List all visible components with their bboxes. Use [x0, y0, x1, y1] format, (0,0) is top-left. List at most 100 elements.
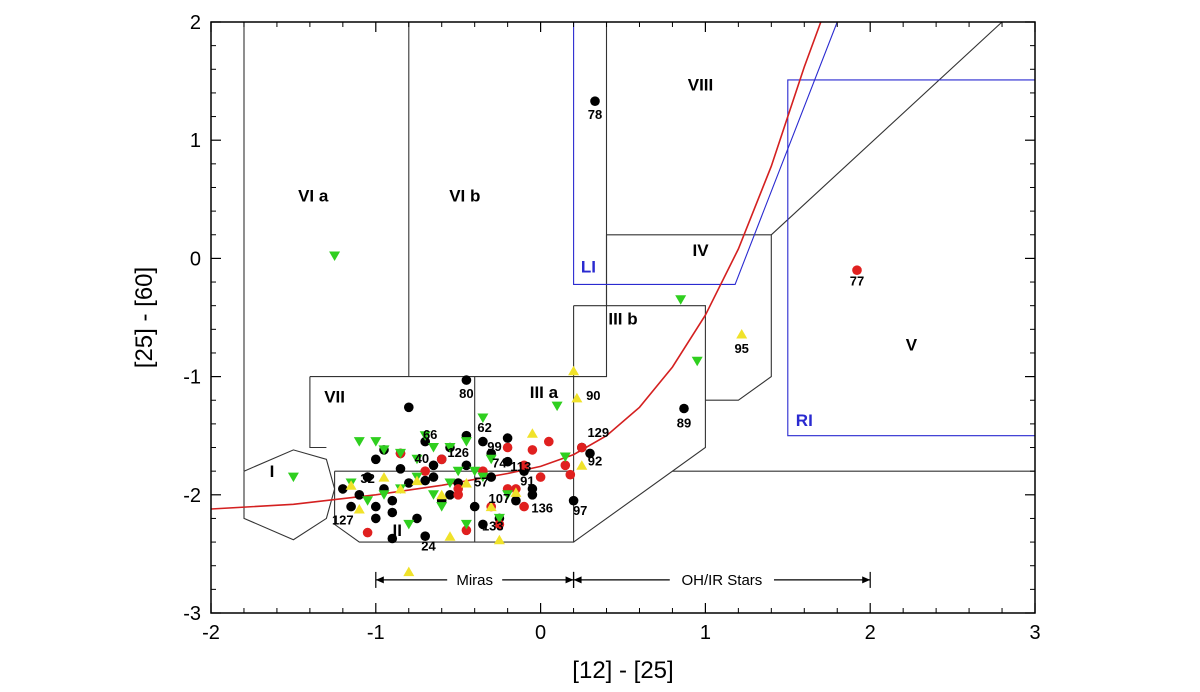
- point-label: 90: [586, 388, 600, 403]
- point-label: 95: [734, 341, 748, 356]
- region-label: III a: [530, 383, 559, 402]
- x-tick-label: -2: [202, 622, 220, 644]
- region-label: II: [392, 521, 401, 540]
- bracket-arrowhead: [375, 576, 384, 584]
- y-tick-label: -1: [183, 367, 201, 389]
- point-label: 74: [492, 456, 507, 471]
- x-tick-label: 2: [865, 622, 876, 644]
- point-label: 80: [459, 386, 473, 401]
- data-point-green: [485, 454, 497, 465]
- point-label: 99: [487, 439, 501, 454]
- bracket-label: Miras: [456, 572, 493, 589]
- data-point-red: [544, 436, 554, 447]
- point-label: 24: [421, 538, 436, 553]
- data-point-green: [444, 443, 456, 453]
- data-point-black: [354, 490, 365, 500]
- data-point-green: [469, 466, 481, 477]
- data-point-yellow: [485, 501, 497, 512]
- data-point-red: [494, 519, 505, 530]
- data-point-yellow: [460, 478, 472, 488]
- region-boundary-II: [334, 471, 575, 543]
- data-point-black: [338, 484, 348, 494]
- data-point-green: [428, 443, 439, 453]
- data-point-green: [403, 519, 415, 530]
- data-point-black: [469, 501, 480, 512]
- data-point-green: [502, 490, 514, 500]
- region-label: VII: [324, 388, 345, 407]
- data-point-black: [478, 436, 488, 447]
- point-label: 40: [415, 451, 429, 466]
- data-point-red: [519, 501, 529, 512]
- region-label: V: [906, 336, 918, 355]
- data-point-black: [461, 460, 472, 471]
- data-point-red: [362, 527, 373, 538]
- data-point-green: [378, 490, 390, 500]
- data-point-black: [428, 460, 439, 471]
- bracket-label: OH/IR Stars: [681, 572, 762, 589]
- data-point-yellow: [576, 460, 588, 470]
- y-tick-label: 2: [190, 12, 201, 34]
- data-point-green: [287, 472, 299, 483]
- point-label: 89: [677, 415, 691, 430]
- data-point-black: [371, 454, 381, 465]
- data-point-black: [412, 513, 422, 524]
- data-point-yellow: [444, 531, 456, 541]
- point-label: 66: [423, 427, 437, 442]
- data-point-red: [453, 484, 464, 494]
- data-point-black: [371, 513, 381, 524]
- data-point-green: [477, 413, 489, 423]
- data-point-black: [387, 507, 398, 518]
- data-point-black: [371, 501, 381, 512]
- points-layer: [287, 96, 862, 577]
- data-point-black: [502, 433, 513, 443]
- data-point-black: [362, 472, 373, 482]
- data-point-green: [329, 251, 341, 261]
- point-label: 97: [573, 503, 587, 518]
- data-point-black: [420, 475, 431, 486]
- data-point-red: [852, 265, 862, 276]
- data-point-black: [404, 402, 414, 413]
- data-point-yellow: [571, 392, 583, 403]
- data-point-black: [478, 519, 488, 530]
- data-point-green: [559, 452, 571, 462]
- plot-frame: [210, 21, 1036, 614]
- data-point-red: [502, 442, 513, 453]
- data-point-black: [590, 96, 600, 106]
- data-point-yellow: [568, 365, 580, 376]
- data-point-green: [370, 437, 382, 447]
- data-point-green: [378, 445, 390, 455]
- data-point-green: [411, 454, 423, 465]
- data-point-black: [387, 533, 398, 544]
- curve-layer: [211, 22, 822, 510]
- point-label: 57: [474, 475, 488, 490]
- region-label: I: [270, 462, 275, 481]
- point-label: 32: [360, 471, 374, 486]
- data-point-red: [565, 469, 576, 480]
- data-point-yellow: [493, 534, 505, 545]
- data-point-green: [419, 431, 431, 441]
- data-point-black: [486, 472, 497, 482]
- data-point-yellow: [395, 483, 406, 494]
- data-point-yellow: [436, 489, 448, 500]
- region-boundary-IIIb: [573, 305, 706, 543]
- data-point-green: [362, 496, 374, 506]
- data-point-red: [436, 454, 447, 465]
- point-label: 133: [482, 518, 504, 533]
- data-point-green: [691, 356, 703, 367]
- data-point-black: [511, 495, 521, 506]
- data-point-black: [445, 490, 455, 500]
- data-point-red: [527, 445, 538, 455]
- regions-layer: [243, 22, 1035, 543]
- region-label: VIII: [688, 76, 714, 95]
- y-tick-label: -2: [183, 485, 201, 507]
- data-point-yellow: [353, 504, 365, 514]
- data-point-green: [395, 448, 406, 459]
- data-point-black: [585, 448, 595, 459]
- data-point-green: [493, 513, 505, 524]
- data-point-green: [477, 472, 489, 483]
- point-label: 126: [447, 445, 469, 460]
- data-point-yellow: [526, 428, 538, 438]
- region-boundary-I: [243, 449, 336, 541]
